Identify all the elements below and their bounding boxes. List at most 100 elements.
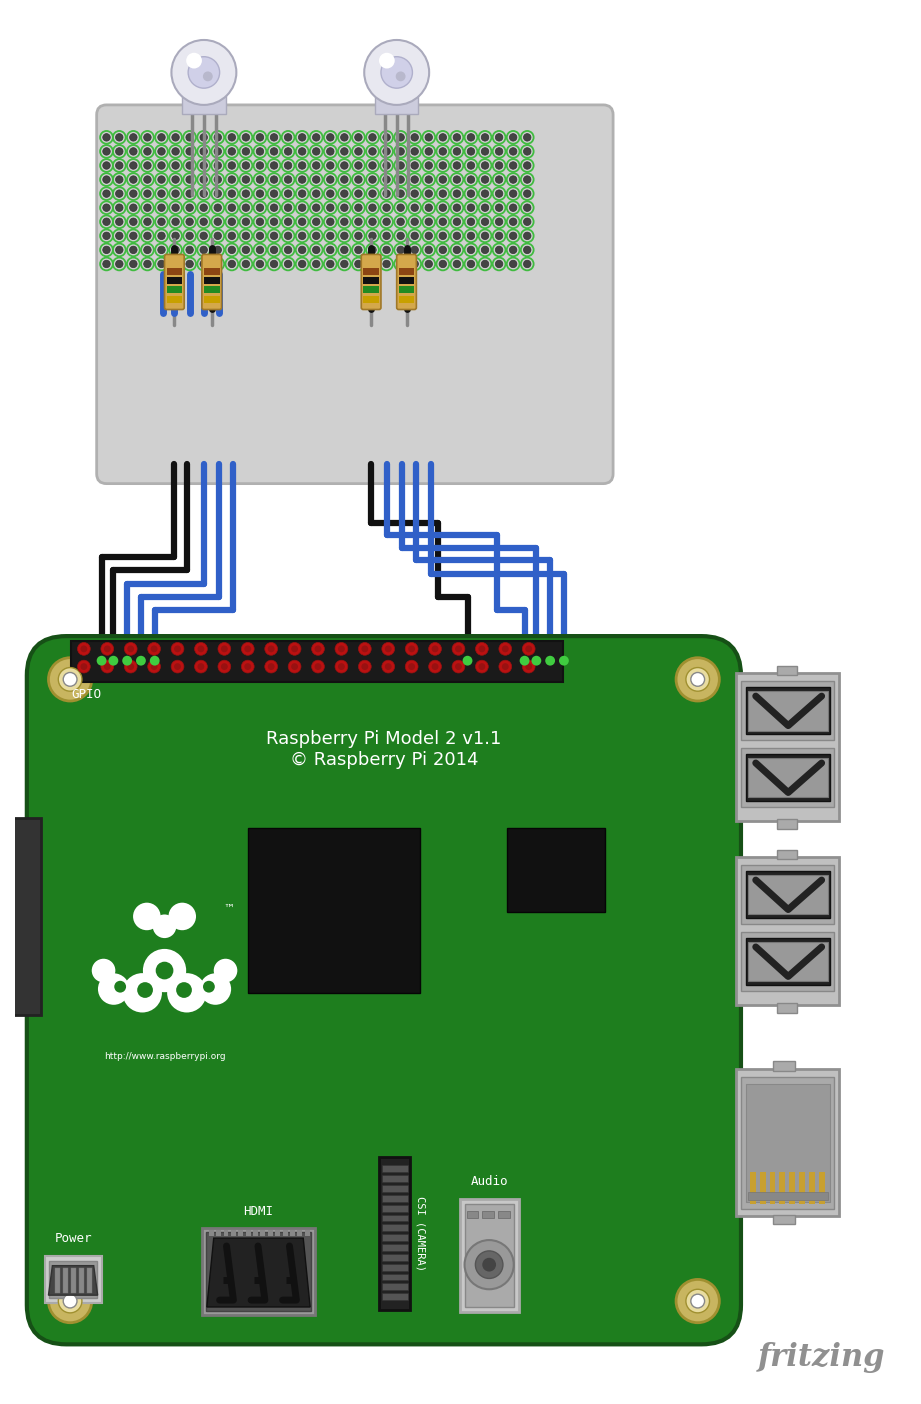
- Circle shape: [176, 983, 192, 998]
- Circle shape: [341, 232, 348, 240]
- Circle shape: [355, 133, 362, 140]
- Circle shape: [495, 232, 503, 240]
- Circle shape: [385, 663, 391, 670]
- Circle shape: [385, 646, 391, 653]
- Bar: [382, 1254, 407, 1261]
- Bar: [382, 1214, 407, 1221]
- Circle shape: [523, 147, 531, 156]
- Circle shape: [691, 673, 705, 687]
- Circle shape: [270, 176, 278, 184]
- Circle shape: [256, 218, 263, 226]
- Circle shape: [242, 133, 250, 140]
- Bar: [261, 1230, 265, 1236]
- Bar: [736, 858, 839, 1005]
- Circle shape: [137, 983, 153, 998]
- Circle shape: [130, 204, 137, 212]
- Circle shape: [453, 260, 460, 268]
- Bar: [209, 1230, 214, 1236]
- Circle shape: [244, 663, 251, 670]
- Circle shape: [411, 190, 418, 198]
- Circle shape: [499, 660, 512, 673]
- Bar: [167, 277, 182, 284]
- Circle shape: [397, 147, 404, 156]
- Circle shape: [522, 660, 535, 673]
- Circle shape: [49, 657, 92, 701]
- Circle shape: [144, 176, 151, 184]
- Bar: [6, 970, 13, 977]
- Circle shape: [482, 161, 489, 170]
- Circle shape: [186, 53, 202, 69]
- Bar: [382, 1273, 407, 1280]
- Circle shape: [242, 204, 250, 212]
- Circle shape: [172, 232, 180, 240]
- Circle shape: [157, 246, 165, 254]
- Circle shape: [172, 190, 180, 198]
- Circle shape: [355, 161, 362, 170]
- Circle shape: [425, 161, 433, 170]
- Bar: [167, 286, 182, 293]
- Circle shape: [364, 39, 429, 105]
- Circle shape: [171, 39, 237, 105]
- Circle shape: [509, 161, 517, 170]
- Bar: [770, 1172, 775, 1203]
- Circle shape: [396, 72, 405, 81]
- Circle shape: [432, 663, 438, 670]
- Circle shape: [495, 161, 503, 170]
- Circle shape: [285, 260, 292, 268]
- Circle shape: [397, 190, 404, 198]
- Circle shape: [686, 1289, 709, 1313]
- Circle shape: [64, 673, 77, 687]
- Circle shape: [103, 190, 111, 198]
- Circle shape: [509, 147, 517, 156]
- Circle shape: [482, 218, 489, 226]
- Circle shape: [439, 218, 447, 226]
- Circle shape: [408, 663, 415, 670]
- Circle shape: [411, 232, 418, 240]
- Bar: [6, 981, 13, 990]
- Circle shape: [228, 161, 236, 170]
- Circle shape: [298, 133, 306, 140]
- Bar: [382, 1195, 407, 1202]
- Circle shape: [136, 656, 146, 665]
- Circle shape: [150, 656, 159, 665]
- Circle shape: [368, 246, 377, 254]
- Bar: [507, 828, 605, 911]
- Circle shape: [144, 147, 151, 156]
- Circle shape: [341, 204, 348, 212]
- Circle shape: [115, 232, 123, 240]
- Circle shape: [144, 218, 151, 226]
- Circle shape: [397, 176, 404, 184]
- Circle shape: [327, 176, 334, 184]
- Circle shape: [214, 161, 221, 170]
- Circle shape: [368, 133, 377, 140]
- Text: DSI (DISPLAY): DSI (DISPLAY): [0, 876, 5, 958]
- Bar: [379, 1157, 411, 1310]
- Circle shape: [361, 663, 368, 670]
- Circle shape: [157, 133, 165, 140]
- Bar: [399, 296, 414, 303]
- Circle shape: [115, 204, 123, 212]
- Text: CSI (CAMERA): CSI (CAMERA): [415, 1196, 426, 1271]
- Circle shape: [405, 660, 418, 673]
- Circle shape: [228, 260, 236, 268]
- Circle shape: [327, 133, 334, 140]
- Circle shape: [115, 190, 123, 198]
- Bar: [297, 1230, 302, 1236]
- Circle shape: [439, 260, 447, 268]
- Circle shape: [509, 260, 517, 268]
- Circle shape: [495, 218, 503, 226]
- Circle shape: [495, 133, 503, 140]
- Circle shape: [171, 660, 184, 673]
- Circle shape: [467, 204, 474, 212]
- Circle shape: [453, 161, 460, 170]
- Circle shape: [495, 176, 503, 184]
- Circle shape: [242, 260, 250, 268]
- Circle shape: [157, 204, 165, 212]
- Circle shape: [242, 161, 250, 170]
- Circle shape: [383, 147, 391, 156]
- Circle shape: [144, 133, 151, 140]
- Circle shape: [172, 161, 180, 170]
- Circle shape: [58, 667, 82, 691]
- Circle shape: [186, 147, 193, 156]
- FancyBboxPatch shape: [202, 254, 222, 309]
